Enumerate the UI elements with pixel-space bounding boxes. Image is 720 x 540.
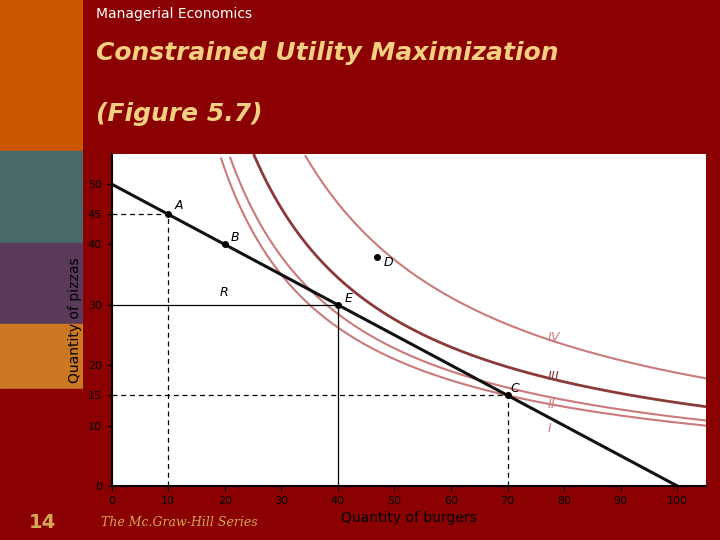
Bar: [0, 389, 83, 540]
Text: $IV$: $IV$: [547, 331, 562, 344]
Text: $R$: $R$: [219, 286, 228, 299]
Text: $C$: $C$: [510, 382, 521, 395]
Text: (Figure 5.7): (Figure 5.7): [96, 102, 262, 126]
X-axis label: Quantity of burgers: Quantity of burgers: [341, 511, 477, 525]
Text: 14: 14: [29, 513, 56, 532]
Text: $I$: $I$: [547, 422, 552, 435]
Bar: [0, 243, 83, 324]
Text: $II$: $II$: [547, 397, 557, 410]
Bar: [0, 0, 83, 151]
Text: Managerial Economics: Managerial Economics: [96, 7, 252, 21]
Text: Constrained Utility Maximization: Constrained Utility Maximization: [96, 41, 558, 65]
Y-axis label: Quantity of pizzas: Quantity of pizzas: [68, 257, 82, 383]
Bar: [0, 151, 83, 243]
Text: $III$: $III$: [547, 370, 560, 383]
Text: $A$: $A$: [174, 199, 184, 212]
Text: $B$: $B$: [230, 232, 240, 245]
Text: $D$: $D$: [383, 255, 394, 268]
Bar: [0, 324, 83, 389]
Text: The Mc.Graw-Hill Series: The Mc.Graw-Hill Series: [101, 516, 258, 529]
Text: $E$: $E$: [343, 292, 354, 305]
